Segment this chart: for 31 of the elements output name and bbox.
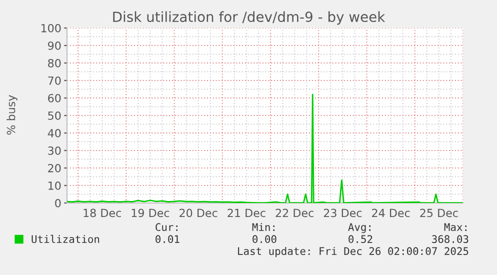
y-tick-label: 60: [48, 94, 61, 102]
x-tick-label: 18 Dec: [84, 208, 121, 218]
text: Avg:: [348, 223, 370, 234]
text: Min:: [252, 222, 274, 231]
text: Max:: [444, 223, 466, 232]
x-tick-label: 24 Dec: [372, 208, 410, 218]
y-tick-label: 90: [48, 41, 61, 50]
x-tick-label: 25 Dec: [420, 208, 458, 218]
x-tick-label: 20 Dec: [180, 208, 218, 218]
legend-label: Utilization: [32, 234, 100, 244]
y-tick-label: 0: [55, 198, 61, 208]
text: 368.03: [432, 235, 468, 244]
y-tick-label: 50: [48, 111, 61, 120]
text: Cur:: [156, 223, 178, 232]
y-tick-label: 40: [48, 128, 61, 138]
chart-title: Disk utilization for /dev/dm-9 - by week: [113, 11, 386, 25]
text: 0.00: [252, 235, 276, 244]
y-tick-label: 70: [48, 76, 61, 85]
x-tick-label: 21 Dec: [228, 208, 266, 218]
y-tick-label: 100: [41, 24, 61, 32]
x-tick-label: 23 Dec: [324, 208, 362, 218]
y-axis-title: % busy: [6, 95, 18, 135]
x-tick-label: 22 Dec: [276, 208, 314, 218]
text: 0.52: [348, 235, 372, 244]
x-tick-label: 19 Dec: [132, 208, 170, 218]
y-tick-label: 20: [48, 164, 61, 172]
text: Last update: Fri Dec 26 02:00:07 2025: [238, 246, 468, 258]
text: 0.01: [156, 235, 180, 244]
y-tick-label: 80: [48, 58, 61, 68]
y-tick-label: 10: [48, 181, 61, 190]
y-tick-label: 30: [48, 146, 61, 155]
